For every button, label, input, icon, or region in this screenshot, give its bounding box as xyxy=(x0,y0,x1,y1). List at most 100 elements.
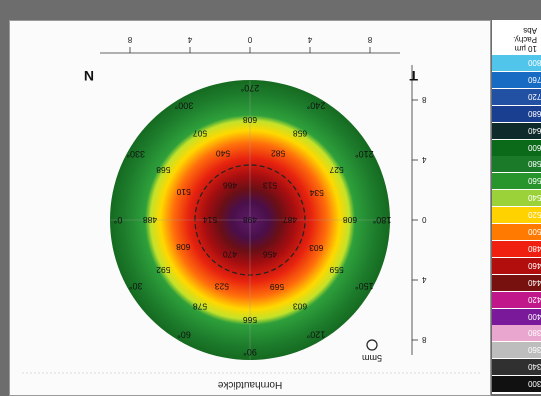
legend-swatch: 360 xyxy=(492,342,541,359)
thickness-value: 592 xyxy=(156,265,170,275)
legend-swatch: 400 xyxy=(492,308,541,325)
legend-label: 800 xyxy=(527,58,541,67)
axis-tick-label: 0 xyxy=(247,35,252,44)
legend-swatch: 520 xyxy=(492,207,541,224)
thickness-value: 582 xyxy=(271,149,285,159)
thickness-value: 569 xyxy=(270,282,284,292)
magnifier-icon[interactable] xyxy=(366,339,378,351)
legend-swatch: 500 xyxy=(492,224,541,240)
thickness-value: 608 xyxy=(243,115,257,125)
thickness-value: 603 xyxy=(293,302,307,312)
legend-swatch: 480 xyxy=(492,240,541,257)
legend-unit: 10 µm xyxy=(514,44,537,53)
meridian-label: 150° xyxy=(355,281,374,291)
legend-swatch: 340 xyxy=(492,359,541,376)
thickness-value: 498 xyxy=(243,215,257,225)
legend-header: 10 µm Pachy. Abs xyxy=(492,20,541,53)
legend-label: 600 xyxy=(527,142,541,152)
legend-swatch: 560 xyxy=(492,173,541,190)
axis-tick-label: 0 xyxy=(421,215,426,224)
legend-swatch: 720 xyxy=(492,88,541,105)
legend-mode: Pachy. xyxy=(513,35,537,44)
legend-label: 500 xyxy=(527,227,541,236)
thickness-value: 534 xyxy=(309,188,323,198)
legend-label: 520 xyxy=(527,210,541,220)
legend-swatch: 440 xyxy=(492,274,541,291)
scale-label: 5mm xyxy=(362,353,382,363)
axis-tick-label: 8 xyxy=(127,35,132,44)
legend-label: 640 xyxy=(527,125,541,135)
meridian-label: 240° xyxy=(306,101,325,111)
thickness-value: 487 xyxy=(283,215,297,225)
thickness-value: 608 xyxy=(343,215,357,225)
legend-label: 760 xyxy=(527,74,541,84)
meridian-label: 300° xyxy=(174,101,193,111)
legend-label: 400 xyxy=(527,311,541,321)
legend-label: 560 xyxy=(527,176,541,186)
legend-label: 420 xyxy=(527,294,541,304)
meridian-label: 30° xyxy=(128,281,142,291)
legend-swatch: 540 xyxy=(492,190,541,207)
legend-swatch: 380 xyxy=(492,325,541,342)
thickness-value: 566 xyxy=(243,315,257,325)
map-title: Hornhautdicke xyxy=(217,379,282,390)
axis-tick-label: 8 xyxy=(421,95,426,104)
legend-swatch: 460 xyxy=(492,257,541,274)
legend-swatch: 800 xyxy=(492,55,541,71)
thickness-value: 466 xyxy=(223,180,237,190)
legend-scale: Abs xyxy=(523,26,537,35)
axis-tick-label: 4 xyxy=(307,35,312,44)
axis-tick-label: 8 xyxy=(421,335,426,344)
thickness-value: 510 xyxy=(176,187,190,197)
legend-label: 720 xyxy=(527,91,541,101)
thickness-value: 523 xyxy=(215,281,229,291)
thickness-value: 578 xyxy=(193,302,207,312)
legend-swatch: 640 xyxy=(492,122,541,139)
thickness-value: 559 xyxy=(329,265,343,275)
thickness-value: 603 xyxy=(309,243,323,253)
pachymetry-map[interactable]: 0° 30° 60° 90° 120° 150° 180° 210° 240° 270° 300° 3… xyxy=(10,21,490,395)
meridian-label: 60° xyxy=(177,329,191,339)
color-legend: 10 µm Pachy. Abs 800 760 720 680 640 600 580 56… xyxy=(492,20,541,394)
meridian-label: 120° xyxy=(306,329,325,339)
legend-swatch: 420 xyxy=(492,291,541,308)
legend-label: 540 xyxy=(527,193,541,203)
axis-tick-label: 4 xyxy=(421,275,426,284)
legend-swatch: 680 xyxy=(492,105,541,122)
legend-label: 440 xyxy=(527,277,541,287)
legend-label: 300 xyxy=(527,379,541,389)
thickness-value: 488 xyxy=(143,215,157,225)
legend-swatch: 600 xyxy=(492,139,541,156)
legend-label: 680 xyxy=(527,108,541,118)
thickness-value: 456 xyxy=(263,250,277,260)
thickness-value: 513 xyxy=(263,180,277,190)
thickness-value: 527 xyxy=(329,165,343,175)
orientation-right: T xyxy=(409,68,418,84)
meridian-label: 330° xyxy=(126,149,145,159)
thickness-value: 658 xyxy=(293,128,307,138)
meridian-label: 270° xyxy=(240,83,259,93)
meridian-label: 180° xyxy=(372,215,391,225)
orientation-left: N xyxy=(84,68,94,84)
legend-label: 380 xyxy=(527,328,541,338)
axis-tick-label: 4 xyxy=(421,155,426,164)
legend-label: 460 xyxy=(527,260,541,270)
legend-label: 580 xyxy=(527,159,541,169)
legend-swatch: 300 xyxy=(492,376,541,393)
thickness-value: 608 xyxy=(176,242,190,252)
thickness-value: 470 xyxy=(223,250,237,260)
map-panel: 0° 30° 60° 90° 120° 150° 180° 210° 240° 270° 300° 3… xyxy=(9,20,491,396)
legend-label: 360 xyxy=(527,345,541,355)
legend-label: 340 xyxy=(527,362,541,372)
axis-tick-label: 8 xyxy=(367,35,372,44)
meridian-label: 90° xyxy=(243,347,257,357)
thickness-value: 540 xyxy=(216,148,230,158)
thickness-value: 514 xyxy=(203,215,217,225)
thickness-value: 507 xyxy=(193,128,207,138)
legend-swatch: 760 xyxy=(492,71,541,88)
axis-tick-label: 4 xyxy=(187,35,192,44)
legend-label: 480 xyxy=(527,243,541,253)
meridian-label: 0° xyxy=(113,215,122,225)
meridian-label: 210° xyxy=(355,149,374,159)
